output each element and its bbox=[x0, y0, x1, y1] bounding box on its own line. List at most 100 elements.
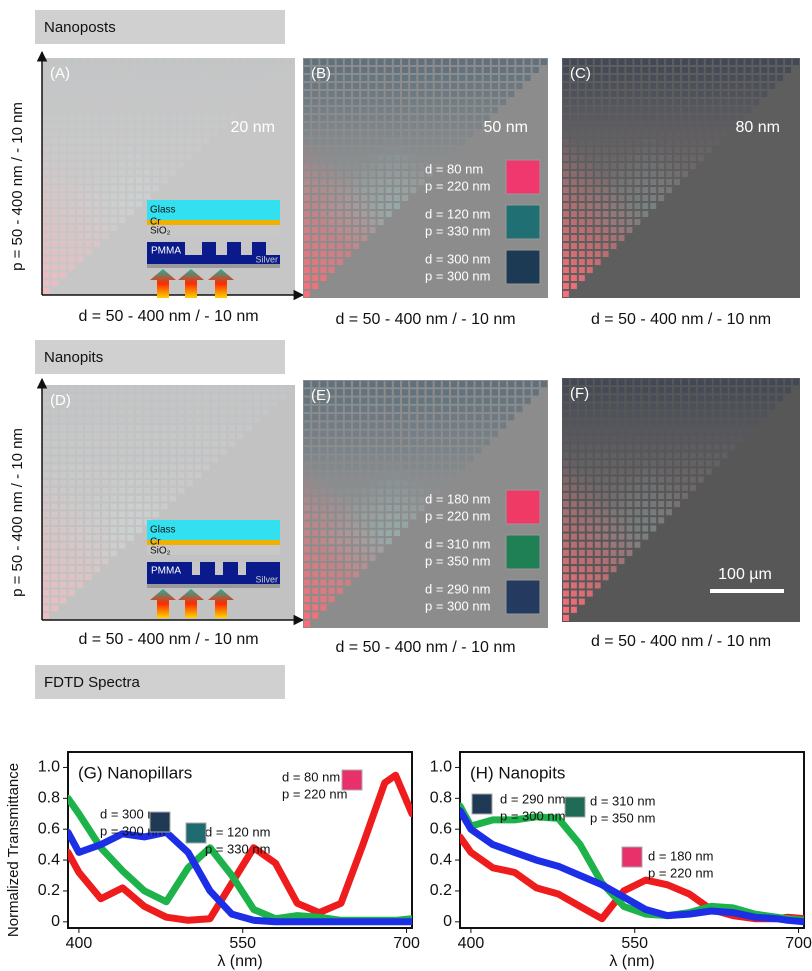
pixel bbox=[119, 162, 125, 168]
pixel bbox=[451, 414, 457, 420]
pixel bbox=[337, 480, 343, 486]
pixel bbox=[603, 251, 609, 257]
pixel bbox=[443, 464, 449, 470]
pixel bbox=[186, 67, 192, 73]
pixel bbox=[611, 387, 617, 393]
pixel bbox=[320, 480, 326, 486]
pixel bbox=[43, 410, 49, 416]
pixel bbox=[435, 131, 441, 137]
pixel bbox=[386, 513, 392, 519]
pixel bbox=[698, 444, 704, 450]
pixel bbox=[110, 91, 116, 97]
pixel bbox=[369, 131, 375, 137]
pixel bbox=[161, 170, 167, 176]
pixel bbox=[337, 67, 343, 73]
pixel bbox=[476, 107, 482, 113]
pixel bbox=[212, 67, 218, 73]
pixel bbox=[178, 75, 184, 81]
pixel bbox=[320, 179, 326, 185]
pixel bbox=[484, 406, 490, 412]
pixel bbox=[587, 203, 593, 209]
pixel bbox=[353, 389, 359, 395]
pixel bbox=[571, 525, 577, 531]
pixel bbox=[418, 472, 424, 478]
pixel bbox=[337, 163, 343, 169]
pixel bbox=[85, 511, 91, 517]
pixel bbox=[611, 485, 617, 491]
pixel bbox=[785, 67, 791, 73]
pixel bbox=[642, 211, 648, 217]
pixel bbox=[170, 138, 176, 144]
pixel bbox=[110, 114, 116, 120]
pixel bbox=[793, 379, 799, 385]
pixel bbox=[51, 170, 57, 176]
pixel bbox=[110, 457, 116, 463]
pixel bbox=[443, 447, 449, 453]
pixel bbox=[563, 155, 569, 161]
pixel bbox=[153, 441, 159, 447]
pixel bbox=[603, 171, 609, 177]
pixel bbox=[136, 154, 142, 160]
pixel bbox=[77, 130, 83, 136]
pixel bbox=[60, 543, 66, 549]
x-axis-label: d = 50 - 400 nm / - 10 nm bbox=[78, 308, 258, 325]
pixel bbox=[304, 480, 310, 486]
pixel bbox=[579, 139, 585, 145]
pixel bbox=[94, 480, 100, 486]
pixel bbox=[94, 67, 100, 73]
pixel bbox=[94, 83, 100, 89]
pixel bbox=[563, 195, 569, 201]
pixel bbox=[361, 406, 367, 412]
pixel bbox=[777, 379, 783, 385]
pixel bbox=[753, 395, 759, 401]
pixel bbox=[611, 550, 617, 556]
pixel bbox=[690, 436, 696, 442]
pixel bbox=[345, 195, 351, 201]
pixel bbox=[595, 534, 601, 540]
pixel bbox=[378, 187, 384, 193]
pixel bbox=[60, 264, 66, 270]
pixel bbox=[110, 99, 116, 105]
pixel bbox=[312, 139, 318, 145]
pixel bbox=[94, 417, 100, 423]
pixel bbox=[451, 464, 457, 470]
pixel bbox=[312, 235, 318, 241]
pixel bbox=[642, 131, 648, 137]
pixel bbox=[476, 381, 482, 387]
pixel bbox=[386, 123, 392, 129]
pixel bbox=[634, 452, 640, 458]
pixel bbox=[345, 107, 351, 113]
pixel bbox=[386, 211, 392, 217]
pixel bbox=[690, 460, 696, 466]
pixel bbox=[730, 99, 736, 105]
pixel bbox=[312, 604, 318, 610]
pixel bbox=[402, 455, 408, 461]
pixel bbox=[753, 91, 759, 97]
pixel bbox=[127, 457, 133, 463]
pixel bbox=[127, 178, 133, 184]
pixel bbox=[353, 219, 359, 225]
pixel bbox=[43, 257, 49, 263]
pixel bbox=[563, 387, 569, 393]
pixel bbox=[329, 99, 335, 105]
pixel bbox=[674, 99, 680, 105]
pixel bbox=[611, 187, 617, 193]
pixel bbox=[85, 504, 91, 510]
pixel bbox=[492, 389, 498, 395]
pixel bbox=[563, 468, 569, 474]
pixel bbox=[85, 193, 91, 199]
pixel bbox=[451, 398, 457, 404]
pixel bbox=[178, 441, 184, 447]
pixel bbox=[690, 75, 696, 81]
pixel bbox=[312, 203, 318, 209]
pixel bbox=[690, 412, 696, 418]
pixel bbox=[136, 425, 142, 431]
pixel bbox=[579, 211, 585, 217]
silver-label: Silver bbox=[255, 574, 278, 584]
pixel bbox=[484, 99, 490, 105]
pixel bbox=[525, 67, 531, 73]
pixel bbox=[579, 582, 585, 588]
pixel bbox=[195, 91, 201, 97]
pixel bbox=[329, 227, 335, 233]
pixel bbox=[394, 179, 400, 185]
